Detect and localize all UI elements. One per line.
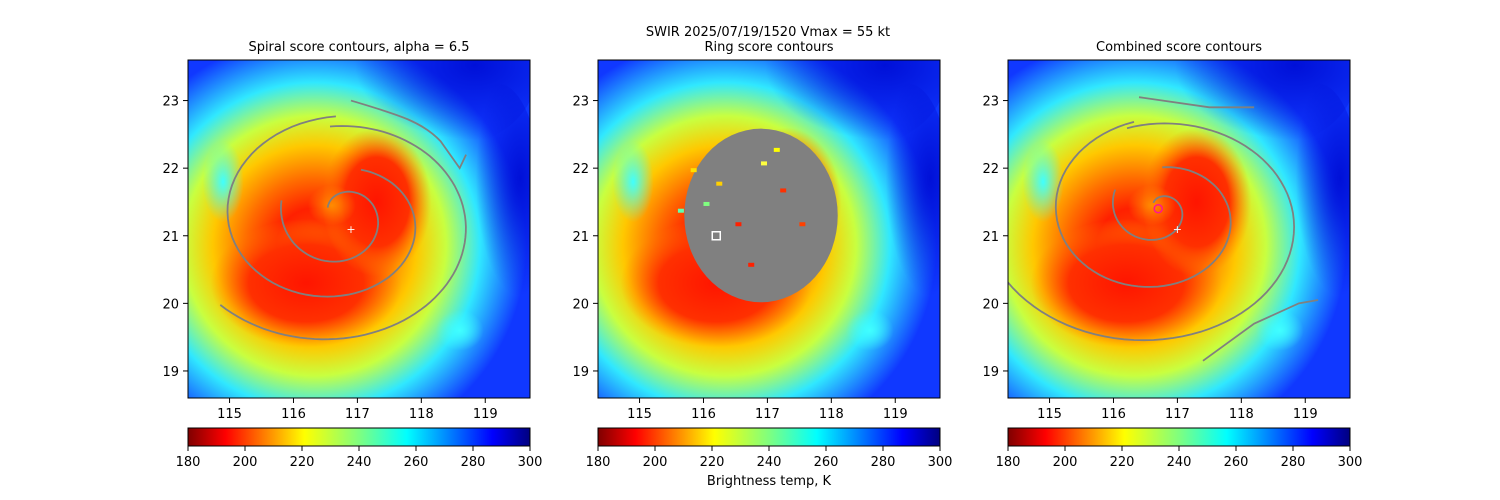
contour-line-arm [350, 99, 467, 170]
x-tick-label: 117 [1165, 407, 1190, 422]
axes-frame [1007, 59, 1351, 399]
x-tick-label: 119 [1293, 407, 1318, 422]
contour-line-middle [1054, 121, 1232, 288]
x-tick-label: 115 [627, 407, 652, 422]
contour-line-middle [226, 115, 417, 298]
y-tick-label: 19 [982, 365, 999, 380]
colorbar-tick-label: 280 [461, 455, 486, 470]
colorbar-tick-label: 280 [871, 455, 896, 470]
colorbar-tick-label: 180 [176, 455, 201, 470]
colorbar-gradient [1007, 427, 1351, 447]
contour-line-inner [1112, 189, 1184, 241]
x-tick-label: 119 [883, 407, 908, 422]
x-tick-label: 118 [409, 407, 434, 422]
y-tick-label: 20 [572, 297, 589, 312]
colorbar-tick-label: 180 [996, 455, 1021, 470]
y-tick-label: 20 [982, 297, 999, 312]
y-tick-label: 22 [572, 162, 589, 177]
colorbar-tick-label: 260 [1224, 455, 1249, 470]
colorbar-tick-label: 300 [928, 455, 953, 470]
colorbar: 180 200 220 240 260 280 300 [996, 427, 1363, 470]
panel-title: Ring score contours [704, 40, 833, 55]
x-tick-label: 116 [691, 407, 716, 422]
colorbar: 180 200 220 240 260 280 300 [586, 427, 953, 470]
x-tick-label: 116 [1101, 407, 1126, 422]
center-marker: + [346, 223, 355, 236]
y-tick-label: 20 [162, 297, 179, 312]
colorbar-tick-label: 220 [1110, 455, 1135, 470]
colorbar-tick-label: 220 [290, 455, 315, 470]
panel-title: Spiral score contours, alpha = 6.5 [248, 40, 469, 55]
y-tick-label: 19 [162, 365, 179, 380]
axes-frame [597, 59, 941, 399]
y-tick-label: 23 [572, 95, 589, 110]
colorbar-tick-label: 200 [233, 455, 258, 470]
colorbar-tick-label: 200 [643, 455, 668, 470]
y-tick-label: 21 [982, 230, 999, 245]
colorbar-tick-label: 240 [347, 455, 372, 470]
x-tick-label: 118 [1229, 407, 1254, 422]
colorbar: 180 200 220 240 260 280 300 [176, 427, 543, 470]
colorbar-tick-label: 240 [1167, 455, 1192, 470]
mask-speckles [677, 147, 806, 267]
y-tick-label: 19 [572, 365, 589, 380]
contour-line-arm [1138, 96, 1255, 109]
figure-suptitle: SWIR 2025/07/19/1520 Vmax = 55 kt [646, 25, 890, 40]
x-tick-label: 118 [819, 407, 844, 422]
colorbar-tick-label: 260 [404, 455, 429, 470]
panel-3: + Combined score contours 115 116 117 118 119 1… [982, 40, 1363, 470]
x-tick-label: 117 [755, 407, 780, 422]
x-tick-label: 115 [217, 407, 242, 422]
y-tick-label: 23 [982, 95, 999, 110]
center-marker [1153, 203, 1163, 214]
contour-line-outer [219, 125, 467, 341]
secondary-marker: + [1173, 223, 1182, 236]
contour-line-tail [1202, 299, 1319, 362]
colorbar-tick-label: 280 [1281, 455, 1306, 470]
y-tick-label: 22 [162, 162, 179, 177]
axes-frame [187, 59, 531, 399]
colorbar-tick-label: 300 [518, 455, 543, 470]
panel-2: Ring score contours 115 116 117 118 119 19 20 21… [572, 40, 953, 470]
colorbar-tick-label: 200 [1053, 455, 1078, 470]
y-tick-label: 21 [162, 230, 179, 245]
colorbar-tick-label: 300 [1338, 455, 1363, 470]
x-tick-label: 116 [281, 407, 306, 422]
spiral-contours [219, 99, 467, 341]
ring-mask [684, 128, 838, 303]
colorbar-tick-label: 240 [757, 455, 782, 470]
y-tick-label: 22 [982, 162, 999, 177]
contour-line-inner [279, 190, 379, 263]
colorbar-tick-label: 180 [586, 455, 611, 470]
y-tick-label: 21 [572, 230, 589, 245]
brightness-image [188, 60, 530, 398]
center-marker [711, 231, 722, 241]
panel-1: + Spiral score contours, alpha = 6.5 115 11… [162, 40, 543, 470]
colorbar-label: Brightness temp, K [707, 474, 832, 489]
colorbar-tick-label: 220 [700, 455, 725, 470]
colorbar-gradient [187, 427, 531, 447]
x-tick-label: 115 [1037, 407, 1062, 422]
x-tick-label: 119 [473, 407, 498, 422]
colorbar-tick-label: 260 [814, 455, 839, 470]
panel-title: Combined score contours [1096, 40, 1262, 55]
y-tick-label: 23 [162, 95, 179, 110]
contour-line-outer [1008, 122, 1296, 342]
brightness-image [1008, 60, 1350, 398]
colorbar-gradient [597, 427, 941, 447]
x-tick-label: 117 [345, 407, 370, 422]
combined-contours [1008, 96, 1319, 362]
